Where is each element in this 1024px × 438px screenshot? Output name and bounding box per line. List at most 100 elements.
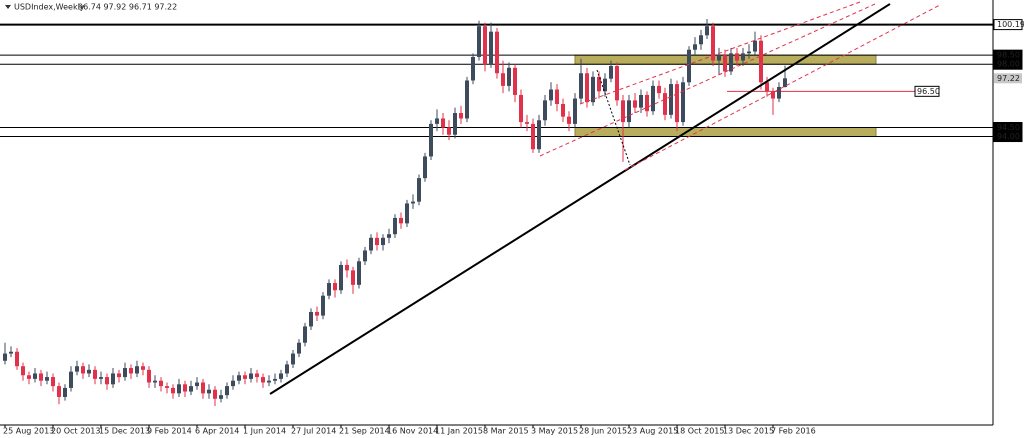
candle-body — [783, 78, 787, 87]
candle-body — [219, 395, 223, 399]
candle-body — [33, 373, 37, 379]
candle-body — [603, 78, 607, 92]
candle-body — [237, 375, 241, 381]
x-tick-label: 18 Oct 2015 — [675, 427, 724, 436]
menu-arrow — [5, 5, 11, 9]
candle-body — [315, 311, 319, 316]
candle-body — [519, 94, 523, 123]
candle-body — [513, 67, 517, 95]
level-label: 94.00 — [997, 132, 1020, 141]
candle-body — [663, 93, 667, 115]
candle-body — [309, 311, 313, 327]
candle-body — [99, 377, 103, 379]
candle-body — [405, 203, 409, 224]
candle-body — [537, 120, 541, 150]
candle-body — [333, 283, 337, 291]
x-tick-label: 8 Mar 2015 — [483, 427, 529, 436]
candle-body — [453, 113, 457, 135]
candle-body — [339, 264, 343, 291]
candle-body — [543, 100, 547, 121]
x-tick-label: 15 Dec 2013 — [99, 427, 150, 436]
x-tick-label: 7 Feb 2016 — [771, 427, 816, 436]
candle-body — [351, 270, 355, 285]
candle-body — [429, 123, 433, 157]
candle-body — [615, 66, 619, 101]
candle-body — [303, 326, 307, 343]
candle-body — [15, 351, 19, 367]
candle-body — [609, 66, 613, 79]
candle-body — [585, 73, 589, 103]
candle-body — [327, 283, 331, 296]
x-tick-label: 1 Jun 2014 — [243, 427, 286, 436]
x-tick-label: 28 Jun 2015 — [579, 427, 627, 436]
current-price-box — [994, 73, 1022, 84]
candle-body — [459, 113, 463, 119]
candle-body — [147, 369, 151, 383]
x-tick-label: 21 Sep 2014 — [339, 427, 390, 436]
x-tick-label: 25 Aug 2013 — [3, 427, 54, 436]
candle-body — [111, 373, 115, 385]
candle-body — [75, 366, 79, 372]
dotted-line — [596, 69, 631, 166]
candle-body — [651, 85, 655, 112]
candle-body — [267, 380, 271, 383]
candle-body — [675, 84, 679, 123]
candle-body — [249, 373, 253, 379]
candle-body — [561, 103, 565, 117]
candle-body — [621, 100, 625, 123]
level-label-box — [993, 58, 1023, 70]
candle-body — [57, 386, 61, 397]
candle-body — [765, 82, 769, 92]
candle-body — [447, 127, 451, 135]
candles — [3, 18, 787, 407]
candle-body — [471, 56, 475, 81]
candle-body — [627, 100, 631, 123]
x-tick-label: 9 Feb 2014 — [147, 427, 192, 436]
candle-body — [417, 178, 421, 202]
candle-body — [423, 156, 427, 179]
candle-body — [375, 237, 379, 246]
candle-body — [261, 377, 265, 383]
candle-body — [597, 76, 601, 92]
trend-line — [269, 3, 891, 395]
candle-body — [699, 35, 703, 45]
candle-body — [693, 44, 697, 50]
candle-body — [291, 353, 295, 365]
candle-body — [777, 86, 781, 99]
candle-body — [579, 73, 583, 99]
x-tick-label: 20 Oct 2013 — [51, 427, 100, 436]
candle-body — [645, 94, 649, 112]
chart-subtitle: 96.74 97.92 96.71 97.22 — [78, 3, 177, 12]
candle-body — [567, 116, 571, 124]
x-tick-label: 16 Nov 2014 — [387, 427, 438, 436]
level-label: 98.00 — [997, 60, 1020, 69]
candle-body — [525, 122, 529, 124]
candle-body — [117, 373, 121, 378]
candle-body — [549, 89, 553, 101]
candle-body — [771, 91, 775, 99]
channel-lower — [624, 4, 941, 171]
level-label: 98.50 — [997, 51, 1020, 60]
candle-body — [687, 49, 691, 83]
candle-body — [153, 380, 157, 383]
candle-body — [225, 386, 229, 396]
x-tick-label: 11 Jan 2015 — [435, 427, 483, 436]
candle-body — [321, 295, 325, 316]
candle-body — [213, 389, 217, 399]
candle-body — [201, 382, 205, 394]
candle-body — [255, 373, 259, 378]
candle-body — [711, 26, 715, 61]
candle-body — [285, 364, 289, 374]
candle-body — [555, 89, 559, 104]
candle-body — [435, 118, 439, 124]
price-line-box — [914, 85, 940, 97]
candle-body — [669, 84, 673, 115]
level-label-box — [993, 131, 1023, 143]
candle-body — [171, 387, 175, 394]
current-price-label: 97.22 — [997, 74, 1020, 83]
candle-body — [369, 237, 373, 251]
candle-body — [39, 373, 43, 381]
x-tick-label: 27 Jul 2014 — [291, 427, 336, 436]
candle-body — [165, 386, 169, 388]
candle-body — [573, 98, 577, 124]
